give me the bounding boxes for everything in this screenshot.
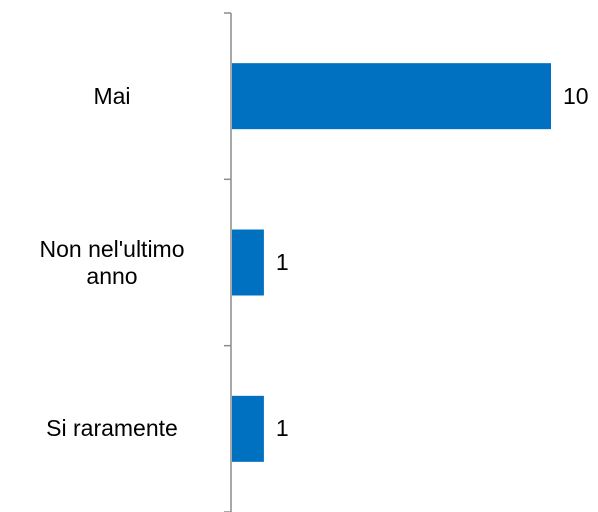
data-label: 10 (563, 82, 589, 109)
bar (232, 63, 551, 130)
data-label: 1 (275, 415, 289, 442)
bar (232, 229, 264, 296)
category-label: Si raramente (46, 415, 178, 442)
bars (232, 63, 551, 462)
bar (232, 395, 264, 462)
category-label: Non nel'ultimo anno (39, 235, 185, 289)
y-axis (224, 12, 232, 512)
data-label: 1 (275, 249, 289, 275)
category-label: Mai (93, 82, 131, 109)
